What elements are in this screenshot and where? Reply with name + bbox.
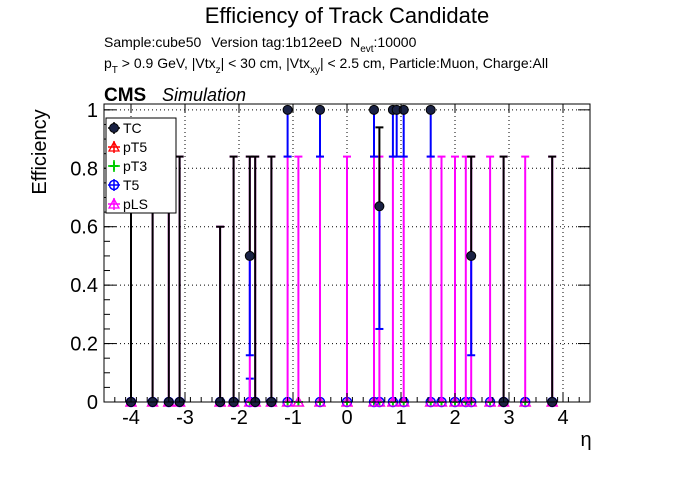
nevt-value: :10000 xyxy=(374,34,417,50)
tc-point xyxy=(244,155,255,357)
x-tick-label: -2 xyxy=(230,407,248,429)
legend-label-t5: T5 xyxy=(123,177,140,193)
x-tick-label: -4 xyxy=(122,407,140,429)
pls-point xyxy=(459,155,472,407)
x-tick-label: 4 xyxy=(557,407,568,429)
pls-point xyxy=(313,155,327,407)
legend-entry-t5: T5 xyxy=(108,177,140,193)
tc-point xyxy=(547,155,558,407)
pt-cut-text: > 0.9 GeV, |Vtx xyxy=(118,55,216,71)
pls-point xyxy=(448,155,462,407)
tc-marker xyxy=(369,104,379,115)
pls-point xyxy=(483,155,497,407)
y-tick-label: 0.6 xyxy=(70,217,98,239)
x-tick-label: 0 xyxy=(341,407,352,429)
tc-marker xyxy=(315,104,325,115)
pls-point xyxy=(386,155,400,407)
y-tick-label: 0.4 xyxy=(70,275,98,297)
legend-label-tc: TC xyxy=(123,120,142,136)
tc-marker xyxy=(425,104,436,115)
legend-entry-pt3: pT3 xyxy=(108,158,147,174)
tc-point xyxy=(466,155,477,357)
y-tick-label: 0.2 xyxy=(70,334,98,356)
nevt-subscript: evt xyxy=(360,44,374,55)
x-tick-label: -1 xyxy=(284,407,302,429)
legend-entry-tc: TC xyxy=(108,120,142,136)
legend-marker-pt5 xyxy=(107,140,121,152)
y-tick-label: 1 xyxy=(87,100,98,122)
vtxxy-subscript: xy xyxy=(310,65,320,76)
x-axis-label: η xyxy=(580,429,591,451)
tc-marker xyxy=(466,250,477,261)
chart-title: Efficiency of Track Candidate xyxy=(205,3,490,28)
tc-point xyxy=(498,155,509,407)
tc-point xyxy=(369,104,379,158)
x-tick-label: 2 xyxy=(449,407,460,429)
legend-marker-tc xyxy=(109,123,119,133)
pls-point xyxy=(340,155,354,407)
info-line-1: Sample:cube50 Version tag:1b12eeD Nevt:100… xyxy=(104,34,417,55)
x-tick-label: -3 xyxy=(176,407,194,429)
tc-point xyxy=(391,104,402,158)
pls-point xyxy=(281,155,294,407)
legend: TC pT5 pT3 T5 pLS xyxy=(105,117,177,214)
simulation-label: Simulation xyxy=(162,85,246,105)
tc-marker xyxy=(374,201,385,212)
legend-marker-pt3 xyxy=(109,161,119,171)
legend-label-pt5: pT5 xyxy=(123,139,147,155)
series-tc xyxy=(126,104,558,407)
nevt-label: N xyxy=(350,34,360,50)
pt-label: p xyxy=(104,55,112,71)
pls-point xyxy=(424,155,437,407)
ticks-layer: -4 -3 -2 -1 0 1 2 3 4 0 0.2 0.4 0.6 0.8 1 xyxy=(70,100,591,429)
pls-point xyxy=(519,155,532,407)
vtxz-cut-text: | < 30 cm, |Vtx xyxy=(221,55,310,71)
legend-entry-pt5: pT5 xyxy=(107,139,147,155)
pt-subscript: T xyxy=(112,65,118,76)
series-pls xyxy=(124,155,559,407)
tc-point xyxy=(215,225,226,407)
y-axis-label: Efficiency xyxy=(29,109,51,194)
tc-point xyxy=(228,155,239,407)
legend-marker-t5 xyxy=(108,179,120,191)
tc-point xyxy=(282,104,293,158)
y-tick-label: 0 xyxy=(87,392,98,414)
pls-point xyxy=(435,155,448,407)
vtxz-subscript: z xyxy=(216,65,221,76)
legend-label-pls: pLS xyxy=(123,196,148,212)
sample-label: Sample:cube50 xyxy=(104,34,202,50)
tc-point xyxy=(250,155,261,407)
tc-point xyxy=(425,104,436,158)
tc-marker xyxy=(282,104,293,115)
pls-point xyxy=(367,155,381,407)
legend-label-pt3: pT3 xyxy=(123,158,147,174)
legend-entry-pls: pLS xyxy=(107,196,148,212)
pls-point xyxy=(292,155,305,407)
pls-point xyxy=(397,155,410,407)
tc-marker xyxy=(244,250,255,261)
x-tick-label: 1 xyxy=(395,407,406,429)
version-label: Version tag:1b12eeD xyxy=(211,34,342,50)
marks-layer xyxy=(124,104,559,408)
tc-point xyxy=(374,126,385,330)
legend-marker-pls xyxy=(107,197,121,209)
vtxxy-cut-text: | < 2.5 cm, Particle:Muon, Charge:All xyxy=(320,55,548,71)
info-line-2: pT > 0.9 GeV, |Vtxz| < 30 cm, |Vtxxy| < … xyxy=(104,55,548,76)
tc-point xyxy=(315,104,325,158)
y-tick-label: 0.8 xyxy=(70,158,98,180)
x-tick-label: 3 xyxy=(503,407,514,429)
cms-label: CMS xyxy=(104,85,146,106)
tc-point xyxy=(266,155,277,407)
